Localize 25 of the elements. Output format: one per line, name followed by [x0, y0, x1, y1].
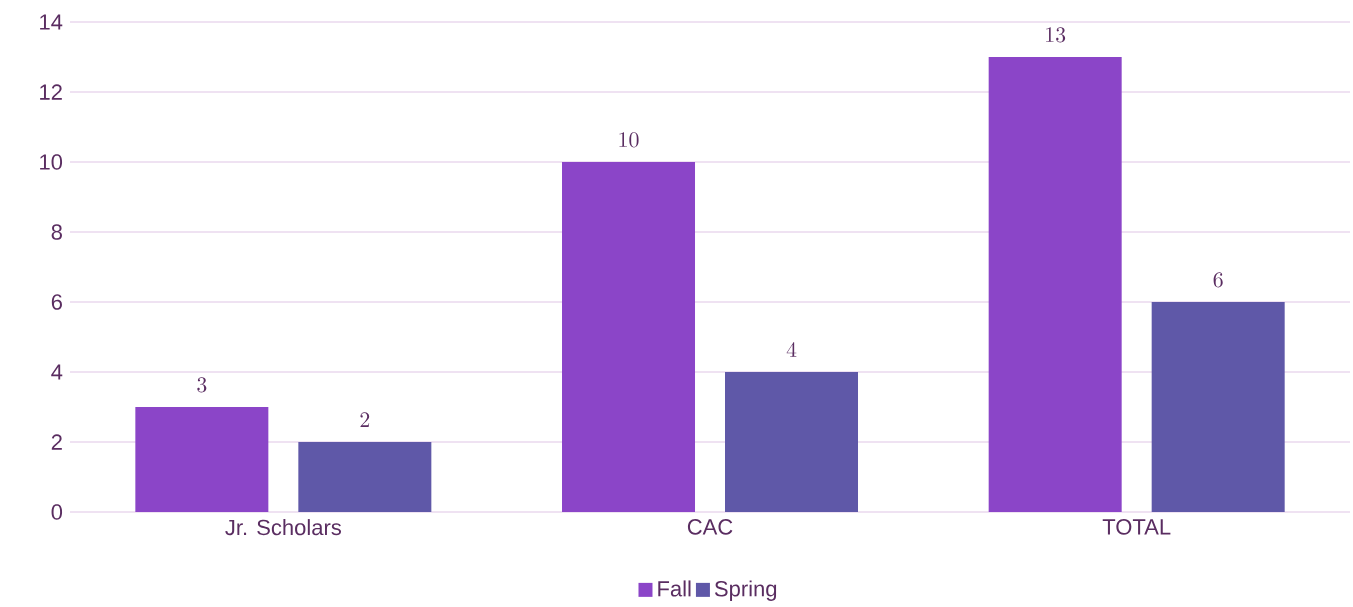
- data-label: 10: [619, 132, 639, 148]
- bar: [988, 56, 1122, 512]
- data-label: 4: [786, 341, 797, 357]
- bar: [298, 441, 432, 512]
- data-label: 3: [197, 377, 207, 393]
- x-tick-label: TOTAL: [1102, 518, 1171, 535]
- legend-label: Fall: [658, 580, 691, 597]
- legend-label: Spring: [714, 580, 777, 601]
- bar: [562, 161, 696, 512]
- data-label: 13: [1046, 27, 1066, 43]
- bar: [1151, 301, 1285, 512]
- y-tick-label: 0: [51, 504, 63, 520]
- x-tick-label: CAC: [687, 518, 733, 535]
- bar: [725, 371, 859, 512]
- x-tick-label: Jr. Scholars: [225, 518, 341, 536]
- y-tick-label: 6: [51, 294, 62, 310]
- y-tick-label: 10: [40, 154, 63, 170]
- bar: [135, 406, 269, 512]
- data-label: 6: [1213, 272, 1223, 288]
- y-tick-label: 2: [51, 434, 62, 450]
- y-tick-label: 8: [51, 224, 62, 240]
- y-tick-label: 14: [40, 14, 63, 30]
- y-tick-label: 12: [40, 84, 62, 100]
- data-label: 2: [360, 412, 370, 427]
- y-tick-label: 4: [51, 364, 63, 380]
